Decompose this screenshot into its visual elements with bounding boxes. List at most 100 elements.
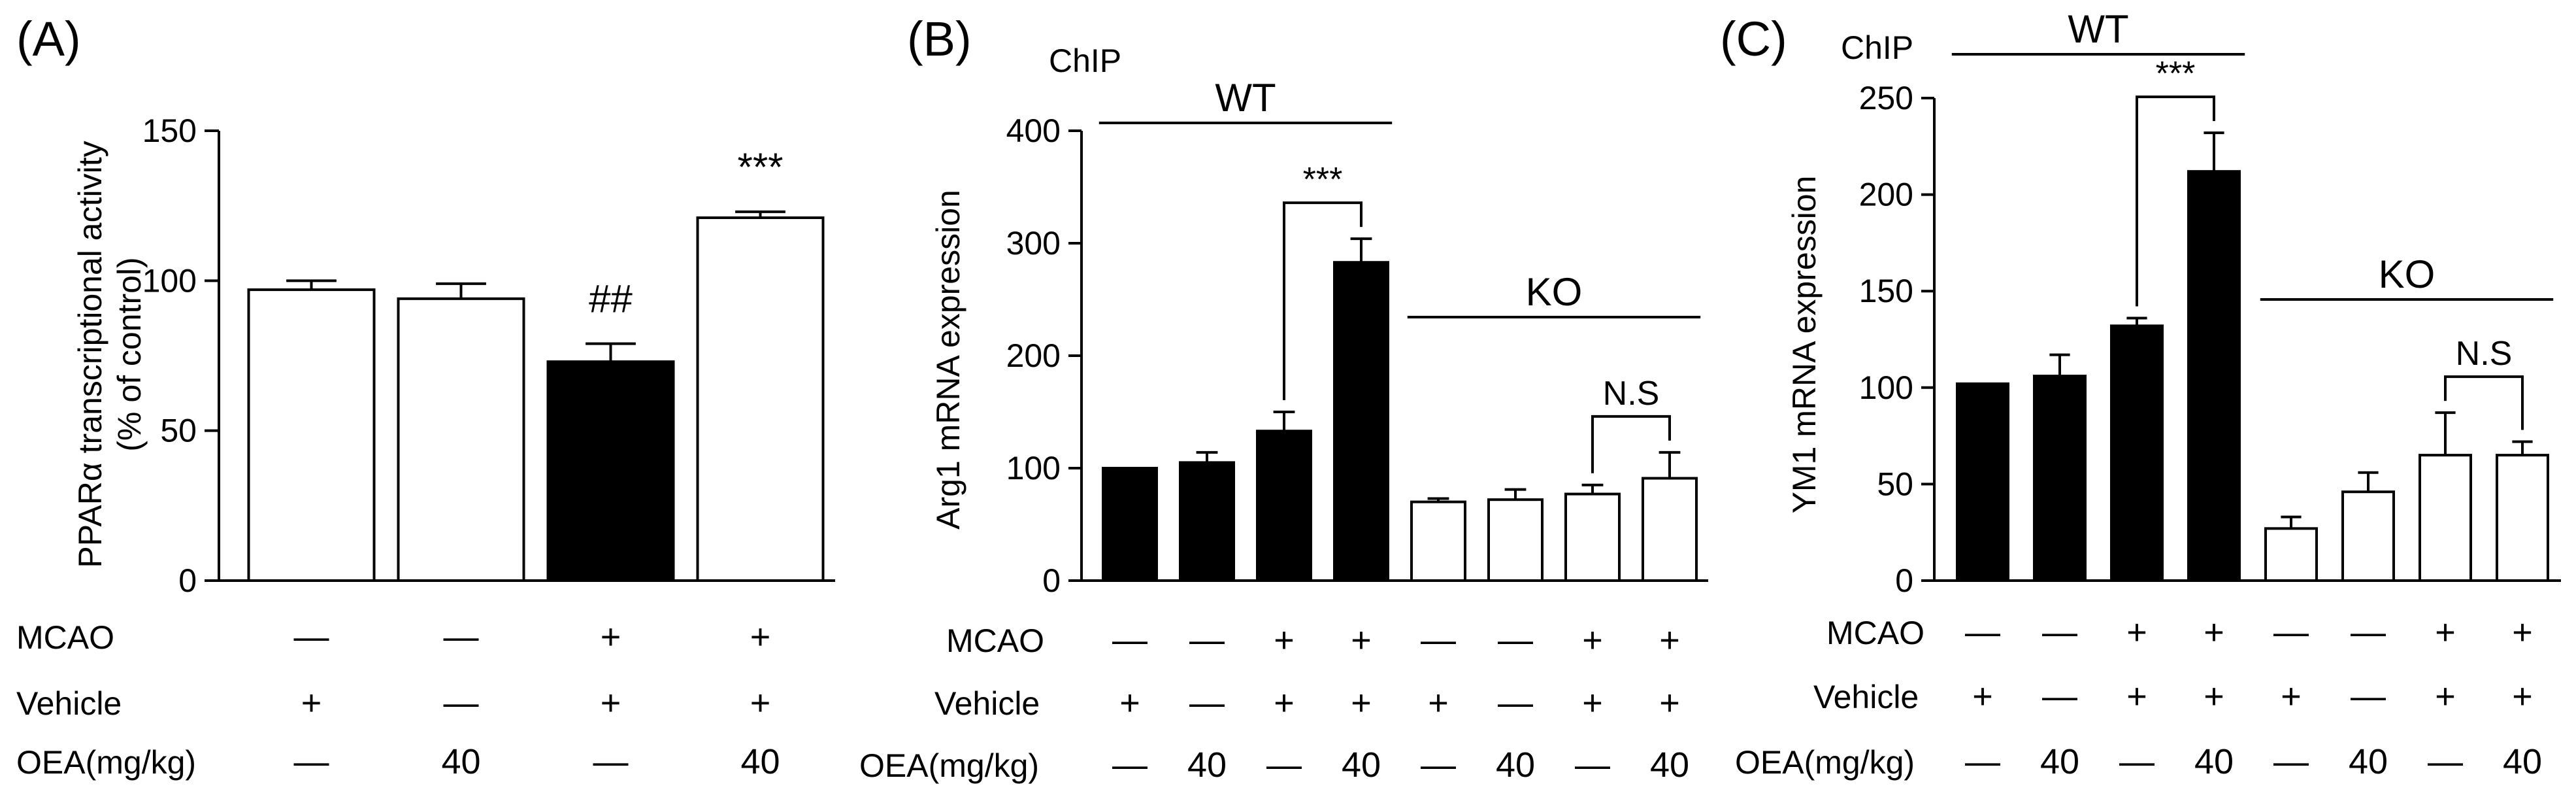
bar-c xyxy=(1956,382,2009,582)
bar-b xyxy=(1564,492,1621,582)
row-label-vehicle-b: Vehicle xyxy=(934,685,1040,722)
comparison-bracket-b xyxy=(1283,201,1362,400)
comparison-label-c: *** xyxy=(2156,55,2196,93)
bar-c xyxy=(2187,170,2241,582)
condition-cell-a: — xyxy=(593,742,629,781)
comparison-bracket-b xyxy=(1591,415,1671,473)
condition-cell-a: 40 xyxy=(740,742,780,781)
comparison-label-b: N.S xyxy=(1603,375,1660,413)
y-tick-label-b: 0 xyxy=(1042,562,1061,599)
bar-c xyxy=(2496,454,2549,582)
condition-cell-b: — xyxy=(1498,683,1533,722)
row-label-oea-b: OEA(mg/kg) xyxy=(859,747,1039,784)
condition-cell-b: 40 xyxy=(1187,745,1227,785)
y-tick-label-c: 50 xyxy=(1877,466,1913,502)
condition-cell-c: — xyxy=(2428,742,2463,781)
condition-cell-c: 40 xyxy=(2349,742,2388,781)
comparison-label-b: *** xyxy=(1303,161,1343,199)
bar-c xyxy=(2419,454,2472,582)
chip-label-c: ChIP xyxy=(1841,29,1913,66)
condition-cell-c: + xyxy=(2126,613,2147,652)
panel-c: (C) ChIP YM1 mRNA expression MCAO Vehicl… xyxy=(1720,7,2561,781)
y-tick-label-c: 250 xyxy=(1859,80,1913,116)
bar-c xyxy=(2264,527,2318,583)
panel-label-b: (B) xyxy=(907,12,972,66)
condition-cell-c: — xyxy=(1965,742,2000,781)
condition-cell-c: 40 xyxy=(2194,742,2234,781)
y-tick-label-a: 50 xyxy=(160,413,197,449)
condition-cell-c: — xyxy=(1965,613,2000,652)
condition-cell-a: + xyxy=(601,683,621,722)
panel-a: (A) PPARα transcriptional activity (% of… xyxy=(16,12,835,781)
condition-cell-c: 40 xyxy=(2040,742,2079,781)
panel-b: (B) ChIP Arg1 mRNA expression MCAO Vehic… xyxy=(859,12,1708,785)
row-label-oea-c: OEA(mg/kg) xyxy=(1735,744,1915,781)
y-tick-label-b: 200 xyxy=(1006,337,1061,374)
y-tick-label-c: 0 xyxy=(1895,562,1913,599)
comparison-bracket-c xyxy=(2136,95,2215,307)
condition-cell-c: — xyxy=(2042,677,2077,716)
group-label-b: WT xyxy=(1215,76,1276,120)
condition-cell-c: — xyxy=(2119,742,2155,781)
condition-cell-c: — xyxy=(2351,677,2386,716)
panel-label-c: (C) xyxy=(1720,12,1787,66)
condition-cell-a: 40 xyxy=(441,742,480,781)
condition-cell-c: — xyxy=(2042,613,2077,652)
bar-b xyxy=(1410,500,1466,582)
condition-cell-c: + xyxy=(2512,613,2533,652)
condition-cell-b: + xyxy=(1428,683,1449,722)
condition-cell-c: + xyxy=(2204,677,2224,716)
chip-label-b: ChIP xyxy=(1049,42,1121,79)
condition-cell-c: + xyxy=(2512,677,2533,716)
bar-b xyxy=(1487,498,1544,582)
y-tick-label-b: 300 xyxy=(1006,225,1061,262)
y-tick-label-a: 150 xyxy=(142,112,197,149)
bar-a xyxy=(247,288,376,582)
condition-cell-b: + xyxy=(1119,683,1140,722)
y-tick-label-a: 100 xyxy=(142,262,197,299)
condition-cell-a: — xyxy=(294,617,329,656)
row-label-vehicle-a: Vehicle xyxy=(16,685,122,722)
condition-cell-c: 40 xyxy=(2503,742,2542,781)
bar-a xyxy=(696,216,825,583)
condition-cell-c: + xyxy=(1972,677,1993,716)
condition-cell-a: + xyxy=(601,617,621,656)
condition-cell-b: + xyxy=(1351,683,1372,722)
row-label-mcao-c: MCAO xyxy=(1826,615,1924,651)
condition-cell-c: + xyxy=(2435,677,2456,716)
condition-cell-b: — xyxy=(1189,620,1225,660)
bar-a xyxy=(397,297,525,582)
group-label-c: KO xyxy=(2379,252,2436,296)
y-tick-label-c: 150 xyxy=(1859,273,1913,309)
condition-cell-b: 40 xyxy=(1650,745,1689,785)
condition-cell-a: + xyxy=(750,683,771,722)
bar-c xyxy=(2341,490,2395,583)
y-axis-title-a-line2: (% of control) xyxy=(111,257,148,451)
condition-cell-c: + xyxy=(2435,613,2456,652)
condition-cell-b: — xyxy=(1575,745,1610,785)
panel-label-a: (A) xyxy=(16,12,81,66)
bar-c xyxy=(2110,324,2164,582)
group-label-c: WT xyxy=(2068,7,2128,51)
y-tick-label-b: 100 xyxy=(1006,450,1061,486)
condition-cell-c: — xyxy=(2273,613,2309,652)
y-tick-label-c: 200 xyxy=(1859,177,1913,213)
condition-cell-b: — xyxy=(1498,620,1533,660)
condition-cell-b: — xyxy=(1189,683,1225,722)
condition-cell-a: — xyxy=(444,683,479,722)
y-axis-title-a-line1: PPARα transcriptional activity xyxy=(72,141,108,568)
y-axis-title-c: YM1 mRNA expression xyxy=(1786,176,1823,514)
row-label-mcao-b: MCAO xyxy=(946,622,1044,659)
bar-b xyxy=(1333,261,1389,582)
y-tick-label-c: 100 xyxy=(1859,369,1913,406)
condition-cell-b: — xyxy=(1421,620,1456,660)
condition-cell-b: 40 xyxy=(1496,745,1535,785)
condition-cell-c: — xyxy=(2351,613,2386,652)
condition-cell-c: + xyxy=(2281,677,2302,716)
significance-label-a: ## xyxy=(589,277,633,321)
condition-cell-b: + xyxy=(1351,620,1372,660)
bar-b xyxy=(1102,467,1158,582)
condition-cell-b: — xyxy=(1421,745,1456,785)
bar-b xyxy=(1179,461,1235,583)
bar-a xyxy=(546,360,675,582)
